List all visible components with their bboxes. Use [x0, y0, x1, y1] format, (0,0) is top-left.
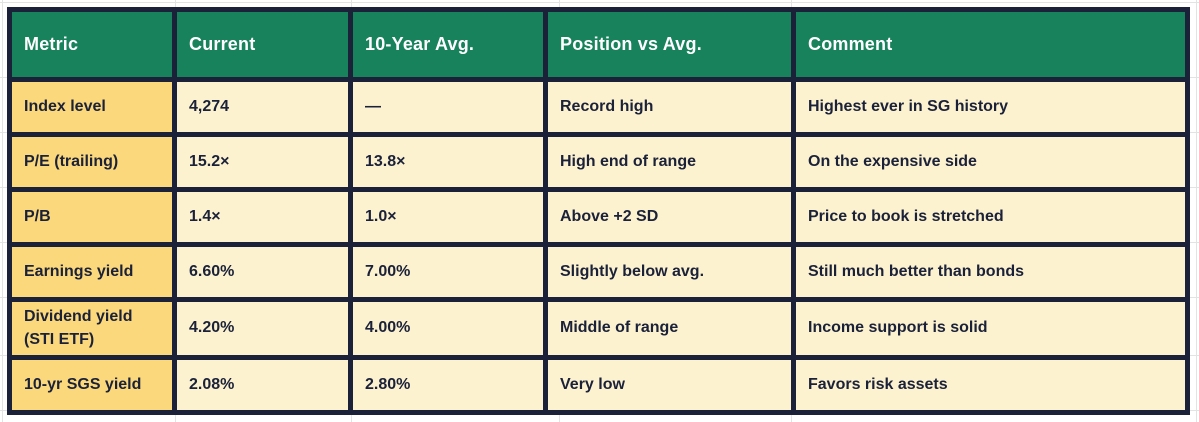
table-cell[interactable]: 4,274: [172, 77, 353, 137]
table-row-pb: P/B 1.4× 1.0× Above +2 SD Price to book …: [7, 187, 1190, 247]
table-cell[interactable]: Favors risk assets: [791, 355, 1190, 415]
table-cell[interactable]: —: [348, 77, 548, 137]
table-cell[interactable]: 2.08%: [172, 355, 353, 415]
header-cell-position[interactable]: Position vs Avg.: [543, 7, 796, 82]
table-cell[interactable]: 13.8×: [348, 132, 548, 192]
table-cell[interactable]: 4.20%: [172, 297, 353, 360]
table-cell[interactable]: 7.00%: [348, 242, 548, 302]
table-cell[interactable]: 6.60%: [172, 242, 353, 302]
table-cell[interactable]: Very low: [543, 355, 796, 415]
table-row-sgs-yield: 10-yr SGS yield 2.08% 2.80% Very low Fav…: [7, 355, 1190, 415]
metric-cell[interactable]: Index level: [7, 77, 177, 137]
gridline: [2, 0, 3, 422]
metric-cell[interactable]: P/E (trailing): [7, 132, 177, 192]
metric-cell[interactable]: Dividend yield (STI ETF): [7, 297, 177, 360]
valuation-metrics-table: Metric Current 10-Year Avg. Position vs …: [7, 7, 1190, 415]
table-cell[interactable]: Income support is solid: [791, 297, 1190, 360]
table-cell[interactable]: On the expensive side: [791, 132, 1190, 192]
header-cell-current[interactable]: Current: [172, 7, 353, 82]
table-cell[interactable]: Still much better than bonds: [791, 242, 1190, 302]
metric-cell[interactable]: P/B: [7, 187, 177, 247]
table-cell[interactable]: 1.4×: [172, 187, 353, 247]
table-cell[interactable]: 15.2×: [172, 132, 353, 192]
header-cell-10y-avg[interactable]: 10-Year Avg.: [348, 7, 548, 82]
header-row: Metric Current 10-Year Avg. Position vs …: [7, 7, 1190, 82]
table-cell[interactable]: 4.00%: [348, 297, 548, 360]
table-row-earnings-yield: Earnings yield 6.60% 7.00% Slightly belo…: [7, 242, 1190, 302]
table-cell[interactable]: 2.80%: [348, 355, 548, 415]
metric-cell[interactable]: Earnings yield: [7, 242, 177, 302]
table-row-dividend-yield: Dividend yield (STI ETF) 4.20% 4.00% Mid…: [7, 297, 1190, 360]
gridline: [0, 2, 1199, 3]
table-cell[interactable]: Highest ever in SG history: [791, 77, 1190, 137]
table-row-pe-trailing: P/E (trailing) 15.2× 13.8× High end of r…: [7, 132, 1190, 192]
header-cell-comment[interactable]: Comment: [791, 7, 1190, 82]
metric-cell[interactable]: 10-yr SGS yield: [7, 355, 177, 415]
table-row-index-level: Index level 4,274 — Record high Highest …: [7, 77, 1190, 137]
table-cell[interactable]: Slightly below avg.: [543, 242, 796, 302]
table-cell[interactable]: Price to book is stretched: [791, 187, 1190, 247]
table-cell[interactable]: Middle of range: [543, 297, 796, 360]
table-cell[interactable]: High end of range: [543, 132, 796, 192]
table-cell[interactable]: 1.0×: [348, 187, 548, 247]
header-cell-metric[interactable]: Metric: [7, 7, 177, 82]
table-cell[interactable]: Record high: [543, 77, 796, 137]
gridline: [1196, 0, 1197, 422]
table-cell[interactable]: Above +2 SD: [543, 187, 796, 247]
